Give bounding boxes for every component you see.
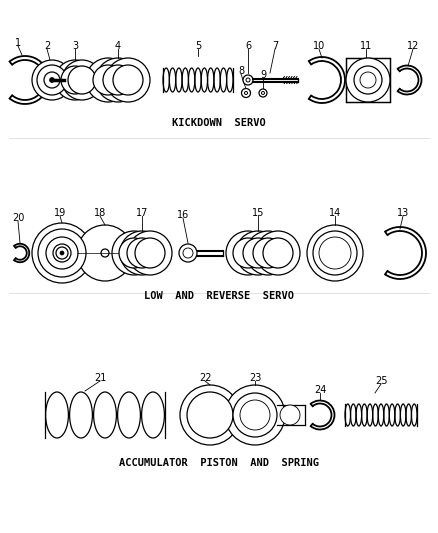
Circle shape — [280, 405, 300, 425]
Circle shape — [313, 231, 357, 275]
Bar — [346, 58, 390, 102]
Circle shape — [187, 392, 233, 438]
Text: 6: 6 — [245, 41, 251, 51]
Circle shape — [53, 244, 71, 262]
Circle shape — [40, 231, 84, 275]
Text: LOW  AND  REVERSE  SERVO: LOW AND REVERSE SERVO — [144, 291, 294, 301]
Circle shape — [246, 78, 250, 82]
Circle shape — [49, 77, 54, 83]
Text: 23: 23 — [249, 373, 261, 383]
Text: 7: 7 — [272, 41, 278, 51]
Text: 16: 16 — [177, 210, 189, 220]
Circle shape — [77, 225, 133, 281]
Circle shape — [243, 238, 273, 268]
Circle shape — [55, 60, 95, 100]
Text: 19: 19 — [54, 208, 66, 218]
Circle shape — [180, 385, 240, 445]
Text: 11: 11 — [360, 41, 372, 51]
Circle shape — [135, 238, 165, 268]
Circle shape — [62, 60, 102, 100]
Text: 4: 4 — [115, 41, 121, 51]
Circle shape — [32, 223, 92, 283]
Text: 2: 2 — [44, 41, 50, 51]
Circle shape — [360, 72, 376, 88]
Circle shape — [46, 237, 78, 269]
Circle shape — [259, 89, 267, 97]
Text: 8: 8 — [238, 66, 244, 76]
Text: 20: 20 — [12, 213, 24, 223]
Circle shape — [44, 72, 60, 88]
Circle shape — [96, 58, 140, 102]
Circle shape — [233, 393, 277, 437]
Text: 14: 14 — [329, 208, 341, 218]
Text: 21: 21 — [94, 373, 106, 383]
Circle shape — [48, 239, 76, 267]
Circle shape — [112, 231, 156, 275]
Circle shape — [243, 75, 253, 85]
Text: 22: 22 — [199, 373, 211, 383]
Circle shape — [32, 60, 72, 100]
Text: 15: 15 — [252, 208, 264, 218]
Circle shape — [261, 92, 265, 94]
Circle shape — [253, 238, 283, 268]
Circle shape — [68, 66, 96, 94]
Circle shape — [225, 385, 285, 445]
Text: 12: 12 — [407, 41, 419, 51]
Circle shape — [61, 66, 89, 94]
Circle shape — [60, 251, 64, 255]
Text: 1: 1 — [15, 38, 21, 48]
Circle shape — [120, 231, 164, 275]
Circle shape — [263, 238, 293, 268]
Circle shape — [101, 249, 109, 257]
Text: 18: 18 — [94, 208, 106, 218]
Text: 17: 17 — [136, 208, 148, 218]
Circle shape — [179, 244, 197, 262]
Text: 5: 5 — [195, 41, 201, 51]
Circle shape — [113, 65, 143, 95]
Text: KICKDOWN  SERVO: KICKDOWN SERVO — [172, 118, 266, 128]
Circle shape — [354, 66, 382, 94]
Circle shape — [183, 248, 193, 258]
Text: 24: 24 — [314, 385, 326, 395]
Circle shape — [38, 229, 86, 277]
Circle shape — [233, 238, 263, 268]
Circle shape — [103, 65, 133, 95]
Circle shape — [346, 58, 390, 102]
Text: 9: 9 — [260, 70, 266, 80]
Text: 13: 13 — [397, 208, 409, 218]
Text: 10: 10 — [313, 41, 325, 51]
Text: 3: 3 — [72, 41, 78, 51]
Circle shape — [244, 92, 247, 94]
Circle shape — [241, 88, 251, 98]
Text: 25: 25 — [375, 376, 387, 386]
Circle shape — [86, 58, 130, 102]
Circle shape — [56, 247, 68, 259]
Circle shape — [127, 238, 157, 268]
Text: ACCUMULATOR  PISTON  AND  SPRING: ACCUMULATOR PISTON AND SPRING — [119, 458, 319, 468]
Circle shape — [307, 225, 363, 281]
Circle shape — [128, 231, 172, 275]
Circle shape — [240, 400, 270, 430]
Circle shape — [93, 65, 123, 95]
Circle shape — [246, 231, 290, 275]
Circle shape — [319, 237, 351, 269]
Circle shape — [37, 65, 67, 95]
Circle shape — [256, 231, 300, 275]
Circle shape — [226, 231, 270, 275]
Circle shape — [119, 238, 149, 268]
Circle shape — [106, 58, 150, 102]
Circle shape — [236, 231, 280, 275]
